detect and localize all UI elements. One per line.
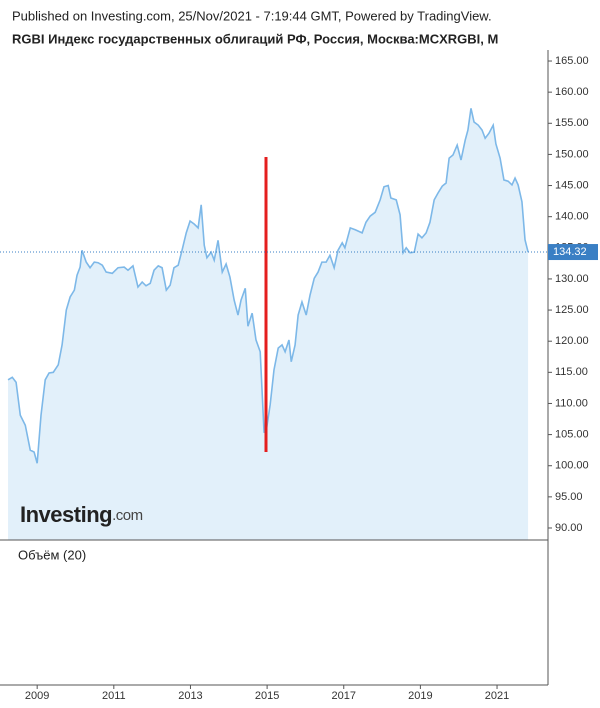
header: Published on Investing.com, 25/Nov/2021 … bbox=[12, 8, 492, 23]
y-tick-label: 115.00 bbox=[555, 366, 588, 378]
y-tick-label: 120.00 bbox=[555, 335, 589, 347]
y-tick-label: 150.00 bbox=[555, 148, 589, 160]
y-tick-label: 160.00 bbox=[555, 86, 589, 98]
y-tick-label: 110.00 bbox=[555, 397, 588, 409]
y-tick-label: 145.00 bbox=[555, 179, 589, 191]
y-tick-label: 140.00 bbox=[555, 211, 589, 223]
x-tick-label: 2021 bbox=[485, 690, 509, 702]
plot bbox=[7, 108, 529, 540]
watermark-suffix: .com bbox=[112, 507, 143, 524]
last-price-label: 134.32 bbox=[553, 246, 587, 258]
x-tick-label: 2019 bbox=[408, 690, 432, 702]
watermark: Investing.com bbox=[20, 502, 143, 527]
y-tick-label: 130.00 bbox=[555, 273, 589, 285]
x-tick-label: 2017 bbox=[332, 690, 356, 702]
area bbox=[8, 108, 529, 540]
y-tick-label: 90.00 bbox=[555, 522, 583, 534]
y-tick-label: 95.00 bbox=[555, 491, 583, 503]
watermark-brand: Investing bbox=[20, 502, 112, 527]
y-tick-label: 165.00 bbox=[555, 55, 589, 67]
y-tick-label: 105.00 bbox=[555, 428, 589, 440]
y-tick-label: 125.00 bbox=[555, 304, 589, 316]
x-tick-label: 2011 bbox=[102, 690, 126, 702]
volume-label: Объём (20) bbox=[18, 547, 86, 562]
last-price-box bbox=[548, 244, 598, 261]
chart-title: RGBI Индекс государственных облигаций РФ… bbox=[12, 31, 498, 46]
x-tick-label: 2015 bbox=[255, 690, 279, 702]
x-tick-label: 2009 bbox=[25, 690, 49, 702]
line bbox=[7, 108, 529, 464]
x-tick-label: 2013 bbox=[178, 690, 202, 702]
y-tick-label: 155.00 bbox=[555, 117, 589, 129]
y-tick-label: 100.00 bbox=[555, 460, 589, 472]
